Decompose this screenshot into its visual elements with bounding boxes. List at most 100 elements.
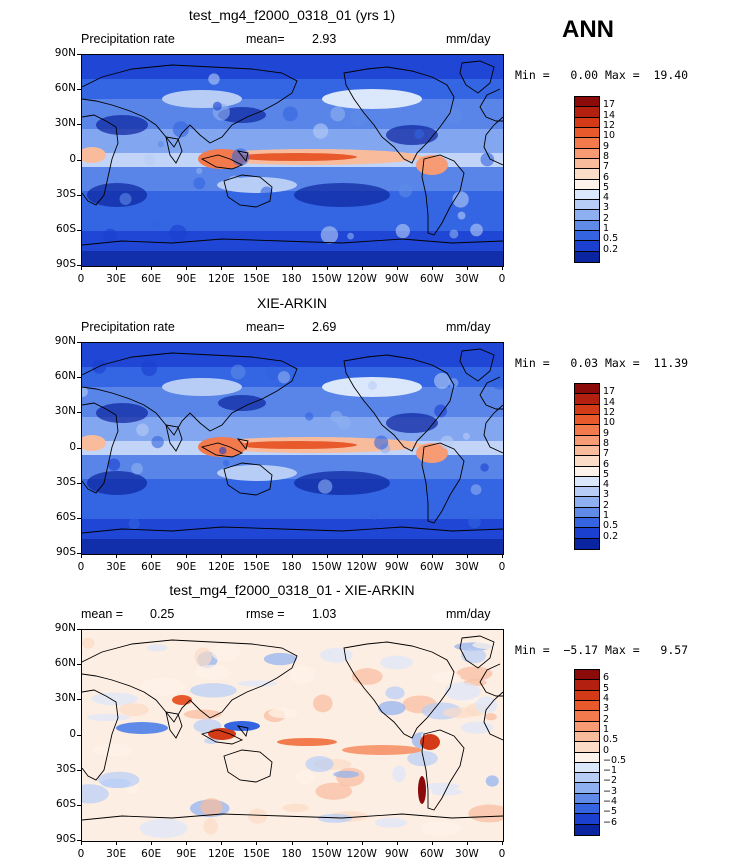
dry-zone (386, 413, 438, 433)
lon-tick-label: 150W (311, 848, 342, 860)
variable-label: Precipitation rate (81, 32, 175, 46)
lon-tick-label: 90W (384, 561, 409, 573)
lon-tick (431, 841, 433, 845)
coastline (459, 60, 495, 94)
lat-tick (77, 229, 81, 231)
lon-tick (186, 554, 188, 558)
min-max-text: Min = 0.00 Max = 19.40 (515, 68, 689, 82)
precip-blob (107, 458, 121, 471)
itcz-core (237, 441, 357, 449)
diff-blob (237, 680, 278, 687)
lon-tick (116, 266, 118, 270)
diff-blob (374, 817, 408, 828)
lat-band (82, 251, 503, 266)
lon-tick-label: 60E (141, 561, 162, 573)
colorbar-label: 9 (603, 427, 610, 439)
colorbar-box (575, 814, 599, 825)
lat-tick (77, 159, 81, 161)
diff-blob (140, 677, 186, 696)
coastline (483, 691, 503, 741)
colorbar-box (575, 773, 599, 784)
diff-blob (289, 665, 316, 684)
diff-blob (82, 784, 109, 804)
diff-blob (98, 771, 140, 789)
precip-blob (457, 211, 466, 220)
colorbar-box (575, 127, 599, 139)
colorbar-box (575, 497, 599, 508)
colorbar-label: 2 (603, 499, 610, 511)
coastline (459, 635, 495, 669)
colorbar-box (575, 690, 599, 701)
lon-tick-label: 150W (311, 273, 342, 285)
diff-blob (190, 683, 237, 698)
mean-label: mean= (246, 32, 285, 46)
colorbar-box (575, 414, 599, 426)
coastline (483, 404, 503, 454)
lon-tick-label: 120E (207, 848, 235, 860)
colorbar-label: 14 (603, 109, 616, 121)
amazon-rain (416, 155, 448, 175)
coastline (421, 442, 465, 524)
panel-title: test_mg4_f2000_0318_01 (yrs 1) (188, 7, 396, 23)
map-plot (81, 54, 504, 267)
colorbar-label: 4 (603, 692, 610, 704)
colorbar-box (575, 210, 599, 221)
colorbar-label: −6 (603, 816, 618, 828)
precip-blob (337, 415, 351, 430)
lon-tick-label: 30W (455, 561, 479, 573)
map-field (82, 55, 503, 266)
map-field (82, 630, 503, 841)
colorbar-label: 12 (603, 119, 616, 131)
colorbar-label: 1 (603, 723, 610, 735)
lat-tick (77, 553, 81, 554)
diff-blob (248, 808, 268, 824)
precip-blob (398, 183, 413, 198)
lat-tick-label: 30N (54, 405, 76, 418)
mean-label: mean = (81, 607, 124, 621)
precip-blob (208, 73, 220, 85)
diff-blob (92, 743, 134, 757)
diff-blob (428, 788, 463, 796)
lon-tick (151, 266, 153, 270)
colorbar-box (575, 670, 599, 681)
lat-tick-label: 90S (55, 546, 76, 558)
lat-tick (77, 769, 81, 771)
lat-tick-label: 90N (54, 622, 76, 634)
lat-tick-label: 90N (54, 335, 76, 347)
precip-blob (222, 459, 230, 467)
lon-tick (81, 554, 82, 558)
colorbar-label: 10 (603, 130, 616, 142)
coastline (236, 150, 249, 162)
mean-value: 0.25 (150, 607, 175, 621)
lon-tick-label: 0 (77, 273, 85, 285)
lat-tick-label: 30S (55, 762, 76, 775)
precip-blob (305, 412, 314, 421)
diff-blob (472, 640, 503, 650)
coastline (223, 174, 273, 208)
map-plot (81, 629, 504, 842)
spcz (217, 465, 297, 481)
diff-blob (351, 668, 383, 685)
lon-tick-label: 30W (455, 848, 479, 860)
lon-tick (151, 554, 153, 558)
diff-blob (380, 655, 414, 670)
colorbar-box (575, 528, 599, 539)
lon-tick-label: 150W (311, 561, 342, 573)
colorbar-box (575, 384, 599, 395)
rmse-label: rmse = (246, 607, 285, 621)
precip-blob (449, 229, 459, 239)
diff-blob (315, 782, 352, 800)
diff-blob (385, 686, 405, 700)
colorbar-box (575, 538, 599, 549)
precip-blob (434, 404, 448, 418)
colorbar-label: 4 (603, 192, 610, 204)
colorbar-label: 0 (603, 744, 610, 756)
diff-feature (224, 721, 260, 731)
storm-track (322, 89, 422, 109)
units-label: mm/day (446, 32, 491, 46)
colorbar-label: 10 (603, 417, 616, 429)
colorbar-box (575, 158, 599, 170)
colorbar-label: 3 (603, 202, 610, 214)
lat-tick (77, 804, 81, 806)
lat-tick-label: 90S (55, 833, 76, 845)
